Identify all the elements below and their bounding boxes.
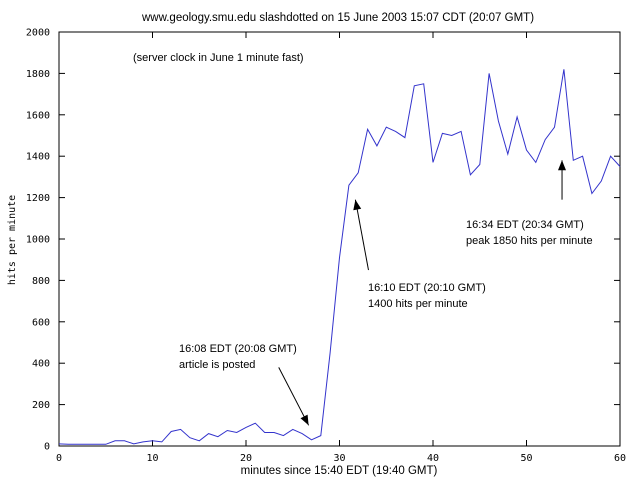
y-tick-label: 400 <box>32 359 50 370</box>
tick-marks <box>58 31 621 447</box>
chart-title: www.geology.smu.edu slashdotted on 15 Ju… <box>141 12 534 24</box>
y-tick-label: 800 <box>32 276 50 287</box>
x-axis-label: minutes since 15:40 EDT (19:40 GMT) <box>241 465 438 477</box>
y-axis-label: hits per minute <box>7 195 18 285</box>
tick-labels: 0 200 400 600 800 1000 1200 1400 1600 1800 2000 0 10… <box>26 28 626 465</box>
x-tick-label: 40 <box>427 453 439 464</box>
y-tick-label: 0 <box>44 442 50 453</box>
y-tick-label: 1800 <box>26 69 50 80</box>
y-tick-label: 1600 <box>26 110 50 121</box>
annotation-text: 16:08 EDT (20:08 GMT) <box>179 343 297 355</box>
annotation-arrow-shaft <box>278 367 310 426</box>
annotation-text: 16:34 EDT (20:34 GMT) <box>466 219 584 231</box>
x-tick-label: 60 <box>614 453 626 464</box>
annotation-arrow-shaft <box>354 199 369 271</box>
series-layer <box>58 69 621 445</box>
annotations: (server clock in June 1 minute fast) 16:0… <box>133 52 593 426</box>
annotation-text: 16:10 EDT (20:10 GMT) <box>368 282 486 294</box>
y-tick-label: 200 <box>32 400 50 411</box>
series-line <box>58 69 621 445</box>
x-tick-label: 50 <box>520 453 532 464</box>
annotation-arrow-head <box>558 160 566 171</box>
annotation-text: 1400 hits per minute <box>368 298 468 310</box>
x-tick-label: 0 <box>56 453 62 464</box>
x-tick-label: 10 <box>146 453 158 464</box>
y-tick-label: 2000 <box>26 28 50 39</box>
y-tick-label: 1000 <box>26 235 50 246</box>
y-tick-label: 600 <box>32 317 50 328</box>
annotation-arrow-head <box>300 414 309 426</box>
annotation-text: (server clock in June 1 minute fast) <box>133 52 304 64</box>
x-tick-label: 30 <box>333 453 345 464</box>
annotation-text: peak 1850 hits per minute <box>466 235 593 247</box>
y-tick-label: 1400 <box>26 152 50 163</box>
annotation-text: article is posted <box>179 359 255 371</box>
y-tick-label: 1200 <box>26 193 50 204</box>
x-tick-label: 20 <box>240 453 252 464</box>
annotation-arrow-head <box>353 199 362 211</box>
